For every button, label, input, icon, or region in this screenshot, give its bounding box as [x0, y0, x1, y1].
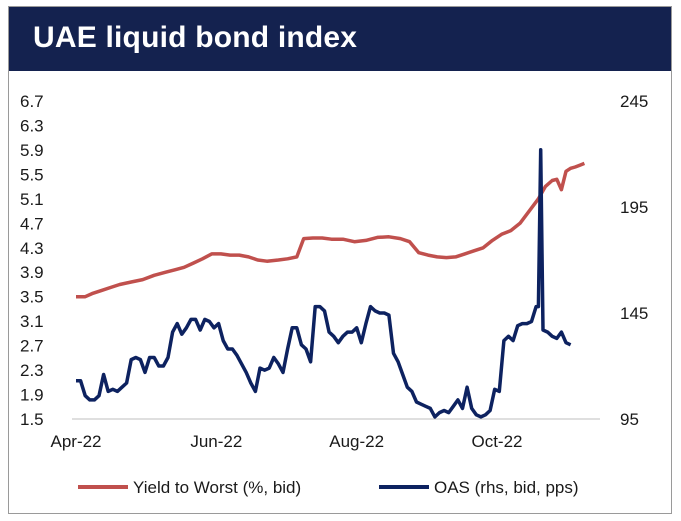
left-axis-ticks: 6.7 6.3 5.9 5.5 5.1 4.7 4.3 3.9 3.5 3.1 2.7 2.3 1.9 1…: [20, 92, 44, 429]
y-left-tick-label: 3.5: [20, 288, 44, 307]
chart-frame: [8, 6, 672, 514]
series-line-oas: [76, 148, 572, 419]
y-left-tick-label: 2.7: [20, 337, 44, 356]
legend: Yield to Worst (%, bid) OAS (rhs, bid, p…: [78, 478, 579, 497]
legend-label-ytw: Yield to Worst (%, bid): [133, 478, 301, 497]
y-right-tick-label: 195: [620, 198, 648, 217]
y-left-tick-label: 5.5: [20, 165, 44, 184]
legend-label-oas: OAS (rhs, bid, pps): [434, 478, 579, 497]
chart-header: UAE liquid bond index: [9, 7, 671, 71]
y-left-tick-label: 2.3: [20, 361, 44, 380]
y-left-tick-label: 1.5: [20, 410, 44, 429]
y-left-tick-label: 1.9: [20, 386, 44, 405]
y-left-tick-label: 3.1: [20, 312, 44, 331]
y-right-tick-label: 245: [620, 92, 648, 111]
y-left-tick-label: 5.1: [20, 190, 44, 209]
x-tick-label: Oct-22: [471, 432, 522, 451]
x-axis-ticks: Apr-22 Jun-22 Aug-22 Oct-22: [50, 432, 522, 451]
y-left-tick-label: 6.7: [20, 92, 44, 111]
y-left-tick-label: 5.9: [20, 141, 44, 160]
series-line-ytw: [76, 161, 586, 299]
x-tick-label: Aug-22: [329, 432, 384, 451]
right-axis-ticks: 245 195 145 95: [620, 92, 648, 429]
chart-title: UAE liquid bond index: [33, 21, 358, 54]
x-tick-label: Apr-22: [50, 432, 101, 451]
y-left-tick-label: 6.3: [20, 116, 44, 135]
y-left-tick-label: 3.9: [20, 263, 44, 282]
y-right-tick-label: 95: [620, 410, 639, 429]
y-right-tick-label: 145: [620, 304, 648, 323]
y-left-tick-label: 4.3: [20, 239, 44, 258]
x-tick-label: Jun-22: [190, 432, 242, 451]
y-left-tick-label: 4.7: [20, 214, 44, 233]
